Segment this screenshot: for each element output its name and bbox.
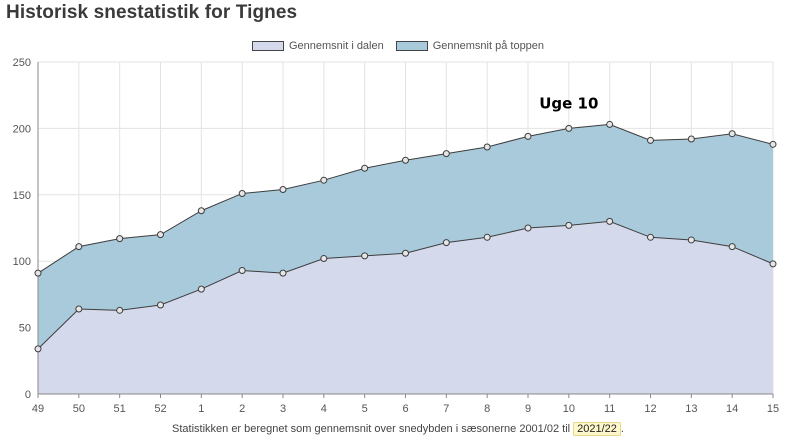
data-point-valley [75,305,83,313]
season-selector[interactable]: 2021/22 [573,422,621,436]
data-point-top [402,156,409,164]
page-title: Historisk snestatistik for Tignes [6,2,298,23]
chart-legend: Gennemsnit i dalen Gennemsnit på toppen [0,40,796,52]
legend-swatch-valley [251,41,284,51]
data-point-valley [442,239,450,247]
area-valley [38,221,773,394]
data-point-valley [197,285,205,293]
data-point-valley [647,233,654,241]
data-point-top [442,150,450,158]
footnote-suffix: . [620,423,624,435]
data-point-valley [34,345,42,353]
data-point-top [524,132,532,140]
x-tick-label: 4 [321,403,327,415]
data-point-valley [116,306,124,314]
y-tick-label: 150 [13,190,31,202]
x-tick-label: 49 [32,403,44,415]
x-tick-label: 3 [280,403,286,415]
x-tick-label: 7 [443,403,449,415]
data-point-top [728,130,736,138]
x-tick-label: 8 [484,403,490,415]
x-tick-label: 12 [644,403,656,415]
data-point-valley [483,233,491,241]
data-point-valley [320,255,328,263]
data-point-top [483,143,491,151]
data-point-valley [157,301,164,309]
data-point-top [320,176,328,184]
data-point-top [34,269,42,277]
data-point-valley [769,260,777,268]
y-tick-label: 200 [13,123,31,135]
y-tick-label: 250 [13,57,31,69]
y-tick-label: 0 [25,389,31,401]
data-point-valley [524,224,532,232]
data-point-top [361,164,369,172]
x-tick-label: 1 [198,403,204,415]
x-tick-label: 52 [154,403,166,415]
x-tick-label: 11 [604,403,615,415]
data-point-valley [565,221,573,229]
x-tick-label: 15 [767,403,779,415]
x-tick-label: 5 [362,403,368,415]
data-point-top [647,136,654,144]
y-tick-label: 50 [19,323,31,335]
data-point-valley [728,243,736,251]
x-tick-label: 6 [402,403,408,415]
data-point-top [687,135,695,143]
data-point-valley [361,252,369,260]
data-point-top [279,185,287,193]
legend-item-top[interactable]: Gennemsnit på toppen [395,40,545,52]
x-tick-label: 9 [525,403,531,415]
data-point-top [238,189,246,197]
data-point-top [157,231,164,239]
data-point-top [197,207,205,215]
data-point-top [116,235,124,243]
data-point-valley [402,249,409,257]
chart-footnote: Statistikken er beregnet som gennemsnit … [0,422,796,436]
data-point-top [606,120,614,128]
x-tick-label: 51 [114,403,126,415]
x-tick-label: 2 [239,403,245,415]
footnote-text: Statistikken er beregnet som gennemsnit … [172,423,571,435]
data-point-valley [606,217,614,225]
data-point-valley [279,269,287,277]
annotation-label: Uge 10 [539,94,598,112]
data-point-valley [687,236,695,244]
data-point-top [75,243,83,251]
legend-item-valley[interactable]: Gennemsnit i dalen [251,40,384,52]
data-point-top [565,124,573,132]
x-tick-label: 50 [73,403,85,415]
x-tick-label: 10 [563,403,575,415]
legend-label-valley: Gennemsnit i dalen [288,40,384,52]
y-tick-label: 100 [13,256,31,268]
legend-swatch-top [395,41,428,51]
data-point-top [769,140,777,148]
x-tick-label: 13 [685,403,697,415]
x-tick-label: 14 [726,403,738,415]
legend-label-top: Gennemsnit på toppen [432,40,545,52]
data-point-valley [238,266,246,274]
